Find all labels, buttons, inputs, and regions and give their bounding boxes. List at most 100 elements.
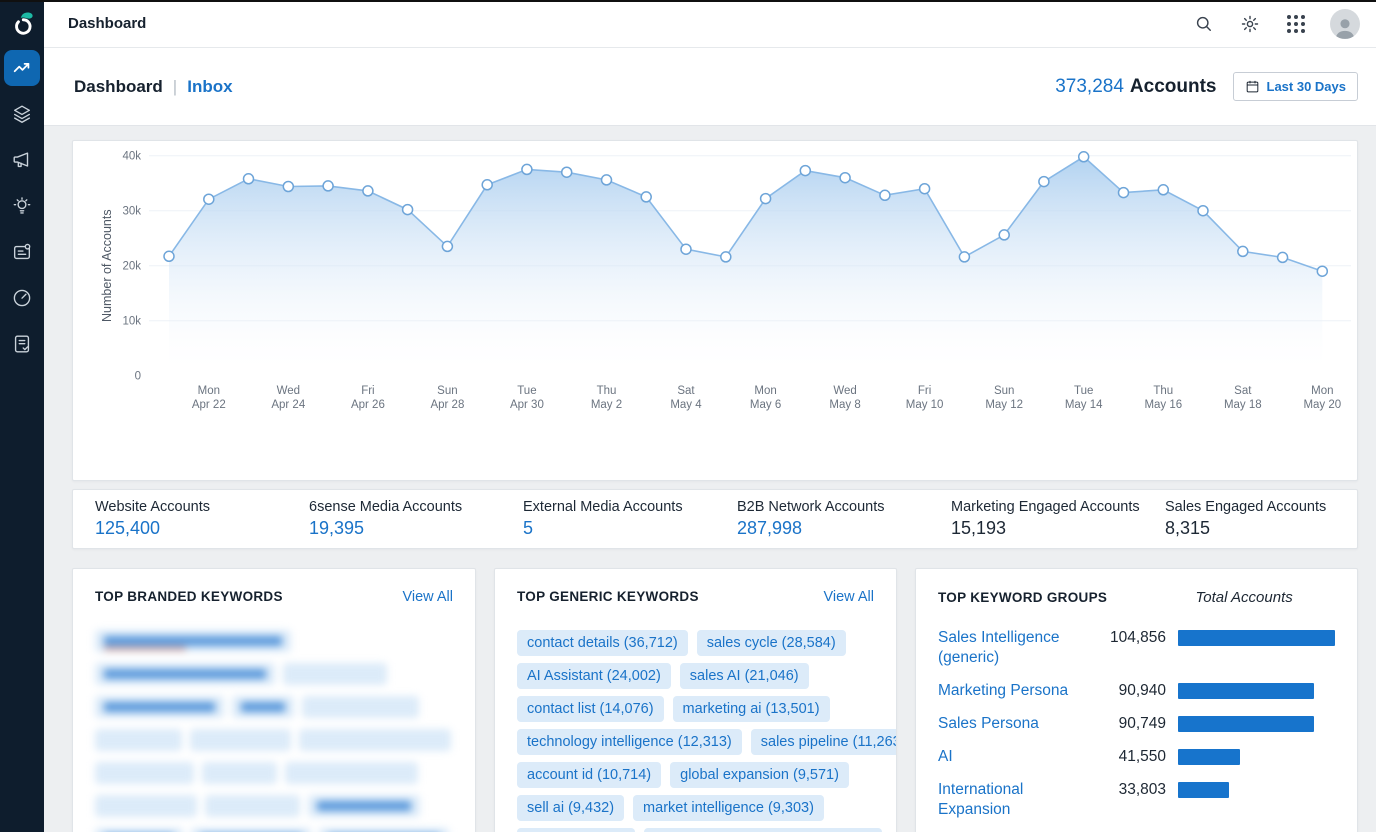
keyword-tag[interactable]: market intelligence (9,303) xyxy=(633,795,824,821)
keyword-tag[interactable]: sales pipeline (11,263) xyxy=(750,729,896,755)
redacted-keyword-tag[interactable] xyxy=(190,729,291,751)
svg-text:0: 0 xyxy=(135,371,141,383)
keyword-group-bar xyxy=(1178,782,1229,798)
redacted-keyword-tag[interactable] xyxy=(285,762,418,784)
svg-text:Apr 22: Apr 22 xyxy=(192,399,226,411)
generic-view-all-link[interactable]: View All xyxy=(823,589,874,605)
redacted-tag-row xyxy=(95,828,453,832)
redacted-keyword-tag[interactable] xyxy=(319,828,449,832)
redacted-keyword-tag[interactable] xyxy=(191,828,311,832)
redacted-keyword-tag[interactable] xyxy=(205,795,300,817)
svg-text:Fri: Fri xyxy=(361,385,374,397)
keyword-tag[interactable] xyxy=(644,828,882,832)
redacted-keyword-tag[interactable] xyxy=(95,729,182,751)
sidebar-item-gauge[interactable] xyxy=(4,280,40,316)
keyword-tag[interactable]: contact details (36,712) xyxy=(517,630,688,656)
sidebar-item-megaphone[interactable] xyxy=(4,142,40,178)
tab-dashboard[interactable]: Dashboard xyxy=(74,76,163,96)
document-check-icon xyxy=(14,335,30,353)
redacted-keyword-tag[interactable] xyxy=(95,828,183,832)
redacted-keyword-tag[interactable] xyxy=(302,696,419,718)
keyword-group-label[interactable]: Sales Intelligence (generic) xyxy=(938,629,1060,666)
topbar: Dashboard xyxy=(44,0,1376,48)
redacted-keyword-tag[interactable] xyxy=(95,762,194,784)
6sense-logo-icon xyxy=(0,0,44,50)
sidebar-item-trending-up[interactable] xyxy=(4,50,40,86)
keyword-tag[interactable]: sell ai (9,432) xyxy=(517,795,625,821)
svg-text:20k: 20k xyxy=(122,261,141,273)
svg-text:May 6: May 6 xyxy=(750,399,781,411)
sidebar-item-contact-card[interactable] xyxy=(4,234,40,270)
account-stats-row: Website Accounts 125,400 6sense Media Acco… xyxy=(72,489,1358,549)
sidebar xyxy=(0,0,44,832)
keyword-tag-row: technology intelligence (12,313) sales pi… xyxy=(517,729,896,755)
app-title: Dashboard xyxy=(68,15,147,32)
stat-item: Marketing Engaged Accounts 15,193 xyxy=(929,499,1143,539)
svg-text:Apr 28: Apr 28 xyxy=(430,399,464,411)
redacted-keyword-tag[interactable] xyxy=(308,795,420,817)
svg-text:May 14: May 14 xyxy=(1065,399,1103,411)
keyword-group-label[interactable]: Marketing Persona xyxy=(938,682,1069,699)
stat-item: Website Accounts 125,400 xyxy=(73,499,287,539)
keyword-tag-row: contact list (14,076) marketing ai (13,50… xyxy=(517,696,874,722)
keyword-group-value: 104,856 xyxy=(1109,629,1166,646)
stat-value[interactable]: 5 xyxy=(523,518,534,538)
user-avatar[interactable] xyxy=(1330,8,1360,39)
date-range-button[interactable]: Last 30 Days xyxy=(1232,72,1358,101)
stat-value[interactable]: 125,400 xyxy=(95,518,161,538)
accounts-count[interactable]: 373,284 xyxy=(1055,75,1124,97)
keyword-tag[interactable] xyxy=(517,828,635,832)
svg-text:Wed: Wed xyxy=(277,385,300,397)
stat-value[interactable]: 287,998 xyxy=(737,518,803,538)
redacted-keyword-tag[interactable] xyxy=(95,663,275,685)
accounts-label: Accounts xyxy=(1129,75,1217,97)
total-accounts-column-header: Total Accounts xyxy=(1195,589,1293,606)
sidebar-item-document-check[interactable] xyxy=(4,326,40,362)
keyword-tag[interactable]: global expansion (9,571) xyxy=(670,762,849,788)
keyword-tag[interactable]: account id (10,714) xyxy=(517,762,662,788)
keyword-tag[interactable]: sales AI (21,046) xyxy=(679,663,809,689)
redacted-keyword-tag[interactable] xyxy=(95,630,291,652)
redacted-keyword-tag[interactable] xyxy=(202,762,277,784)
search-icon[interactable] xyxy=(1192,12,1216,36)
stat-value[interactable]: 19,395 xyxy=(309,518,365,538)
keyword-group-row: Sales Persona 90,749 xyxy=(938,714,1335,734)
redacted-keyword-tag[interactable] xyxy=(232,696,294,718)
keyword-tag[interactable]: technology intelligence (12,313) xyxy=(517,729,742,755)
redacted-keyword-tag[interactable] xyxy=(95,696,224,718)
sidebar-item-lightbulb[interactable] xyxy=(4,188,40,224)
main-column: Dashboard xyxy=(44,0,1376,832)
keyword-tag[interactable]: AI Assistant (24,002) xyxy=(517,663,671,689)
date-range-label: Last 30 Days xyxy=(1266,79,1347,94)
redacted-tag-row xyxy=(95,696,453,718)
redacted-keyword-tag[interactable] xyxy=(299,729,451,751)
keyword-tag[interactable]: sales cycle (28,584) xyxy=(696,630,846,656)
stat-label: External Media Accounts xyxy=(523,499,683,515)
layers-icon xyxy=(13,105,31,123)
contact-card-icon xyxy=(13,243,31,260)
keyword-tag[interactable]: contact list (14,076) xyxy=(517,696,664,722)
redacted-tag-row xyxy=(95,630,453,652)
sidebar-item-layers[interactable] xyxy=(4,96,40,132)
generic-keywords-tags: contact details (36,712) sales cycle (28,… xyxy=(517,630,896,832)
branded-view-all-link[interactable]: View All xyxy=(402,589,453,605)
svg-text:Thu: Thu xyxy=(1153,385,1173,397)
redacted-keyword-tag[interactable] xyxy=(283,663,387,685)
redacted-keyword-tag[interactable] xyxy=(95,795,197,817)
subheader-right: 373,284 Accounts Last 30 Days xyxy=(1055,72,1358,101)
keyword-group-label[interactable]: Sales Persona xyxy=(938,715,1039,732)
keyword-group-label[interactable]: International Expansion xyxy=(938,781,1024,818)
keyword-group-label[interactable]: AI xyxy=(938,748,953,765)
tab-inbox[interactable]: Inbox xyxy=(187,76,233,96)
redacted-tag-row xyxy=(95,663,453,685)
svg-text:May 4: May 4 xyxy=(670,399,702,411)
keyword-tag[interactable]: marketing ai (13,501) xyxy=(672,696,830,722)
apps-grid-icon[interactable] xyxy=(1284,12,1308,36)
stat-label: Website Accounts xyxy=(95,499,210,515)
accounts-summary: 373,284 Accounts xyxy=(1055,76,1216,98)
settings-gear-icon[interactable] xyxy=(1238,12,1262,36)
trending-up-icon xyxy=(13,63,30,73)
stat-value: 8,315 xyxy=(1165,518,1211,538)
top-branded-keywords-card: TOP BRANDED KEYWORDS View All xyxy=(72,568,476,832)
keyword-group-bar xyxy=(1178,683,1314,699)
